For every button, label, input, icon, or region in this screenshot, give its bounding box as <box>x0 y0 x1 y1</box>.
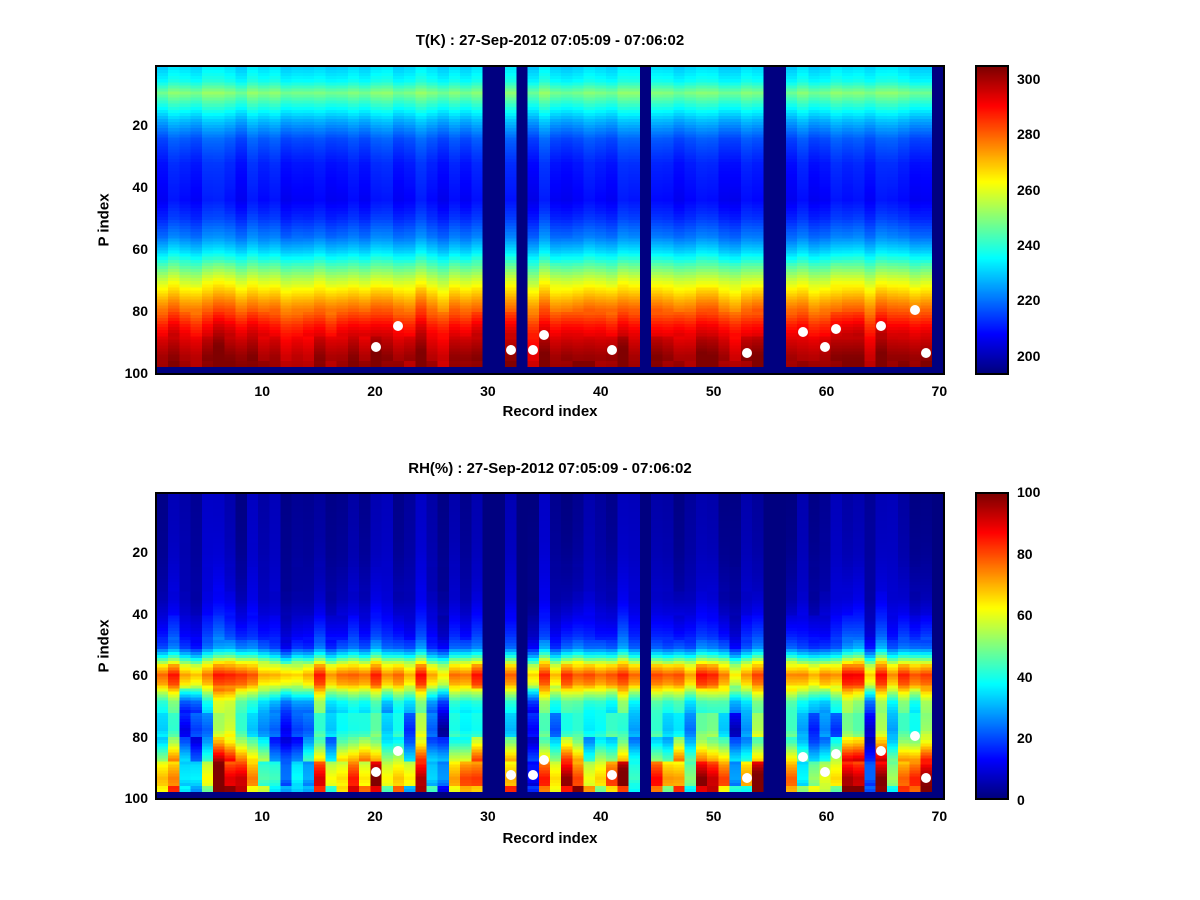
colorbar-tick-label: 100 <box>1017 484 1041 500</box>
y-tick-label: 60 <box>132 667 148 684</box>
marker-dot <box>909 730 920 741</box>
x-tick-label: 20 <box>367 383 383 399</box>
x-tick-label: 10 <box>254 383 270 399</box>
x-tick-label: 50 <box>705 808 722 824</box>
marker-dot <box>820 767 831 778</box>
marker-dot <box>539 329 550 340</box>
marker-dot <box>505 345 516 356</box>
marker-dot <box>505 770 516 781</box>
y-tick-label: 20 <box>132 117 148 134</box>
colorbar-tick-label: 40 <box>1017 668 1033 685</box>
marker-dot <box>539 755 550 765</box>
colorbar-tick-label: 200 <box>1017 347 1041 364</box>
temperature-heatmap-canvas <box>157 67 943 373</box>
temperature-plot-title: T(K) : 27-Sep-2012 07:05:09 - 07:06:02 <box>415 32 685 49</box>
temperature-colorbar-gradient <box>977 67 1007 373</box>
marker-dot <box>606 345 617 356</box>
colorbar-tick-label: 240 <box>1017 236 1041 253</box>
y-tick-label: 80 <box>132 303 148 320</box>
humidity-plot-area <box>155 492 945 800</box>
marker-dot <box>393 745 404 756</box>
x-tick-label: 70 <box>931 808 948 824</box>
colorbar-tick-label: 20 <box>1017 730 1033 747</box>
y-tick-label: 80 <box>132 728 148 745</box>
temperature-plot-area <box>155 65 945 375</box>
humidity-x-axis-label: Record index <box>502 830 598 847</box>
marker-dot <box>393 320 404 331</box>
x-tick-label: 60 <box>818 808 835 824</box>
humidity-colorbar-gradient <box>977 494 1007 798</box>
x-tick-label: 10 <box>254 808 270 824</box>
humidity-plot-title: RH(%) : 27-Sep-2012 07:05:09 - 07:06:02 <box>408 460 692 477</box>
y-tick-label: 100 <box>124 365 148 382</box>
colorbar-tick-label: 280 <box>1017 126 1041 143</box>
x-tick-label: 20 <box>367 808 383 824</box>
x-tick-label: 40 <box>592 808 609 824</box>
y-tick-label: 40 <box>132 179 148 196</box>
marker-dot <box>370 767 381 778</box>
marker-dot <box>831 748 842 759</box>
marker-dot <box>606 770 617 781</box>
temperature-y-axis-label: P index <box>95 193 113 247</box>
marker-dot <box>876 320 887 331</box>
x-tick-label: 30 <box>480 808 496 824</box>
colorbar-tick-label: 80 <box>1017 545 1033 562</box>
colorbar-tick-label: 220 <box>1017 292 1041 309</box>
humidity-colorbar <box>975 492 1009 800</box>
y-tick-label: 60 <box>132 241 148 258</box>
marker-dot <box>528 345 539 356</box>
x-tick-label: 50 <box>705 383 722 399</box>
marker-dot <box>370 341 381 352</box>
x-tick-label: 30 <box>480 383 496 399</box>
humidity-heatmap-figure: RH(%) : 27-Sep-2012 07:05:09 - 07:06:02 … <box>0 450 1200 900</box>
colorbar-tick-label: 0 <box>1017 792 1025 808</box>
colorbar-tick-label: 60 <box>1017 607 1033 624</box>
humidity-y-axis-label: P index <box>95 619 113 673</box>
y-tick-label: 100 <box>124 790 148 807</box>
marker-dot <box>797 751 808 762</box>
colorbar-tick-label: 300 <box>1017 70 1041 87</box>
temperature-heatmap-figure: T(K) : 27-Sep-2012 07:05:09 - 07:06:02 P… <box>95 32 1041 420</box>
marker-dot <box>797 326 808 337</box>
y-tick-label: 40 <box>132 605 148 622</box>
colorbar-tick-label: 260 <box>1017 181 1041 198</box>
marker-dot <box>921 348 932 359</box>
marker-dot <box>528 770 539 781</box>
x-tick-label: 60 <box>818 383 835 399</box>
humidity-heatmap-canvas <box>157 494 943 798</box>
marker-dot <box>876 745 887 756</box>
temperature-colorbar <box>975 65 1009 375</box>
marker-dot <box>909 305 920 316</box>
x-tick-label: 40 <box>592 383 609 399</box>
x-tick-label: 70 <box>931 383 948 399</box>
marker-dot <box>741 773 752 784</box>
marker-dot <box>820 341 831 352</box>
marker-dot <box>741 348 752 359</box>
marker-dot <box>831 323 842 334</box>
y-tick-label: 20 <box>132 544 148 561</box>
temperature-x-axis-label: Record index <box>502 403 598 420</box>
marker-dot <box>921 773 932 784</box>
